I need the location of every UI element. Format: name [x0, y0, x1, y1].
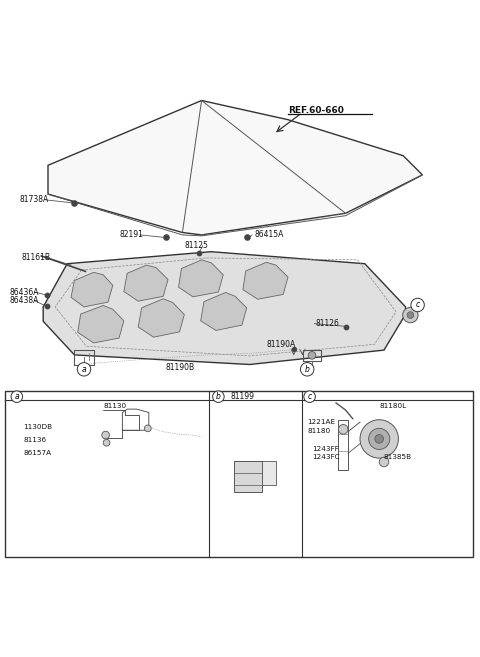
Text: 86157A: 86157A: [23, 450, 51, 457]
Circle shape: [375, 434, 384, 443]
Text: c: c: [416, 300, 420, 309]
Text: 1243FC: 1243FC: [312, 454, 340, 460]
Circle shape: [304, 391, 315, 403]
Point: [71, 198, 78, 208]
Circle shape: [338, 424, 348, 434]
Circle shape: [300, 363, 314, 376]
Text: 81199: 81199: [230, 392, 254, 401]
Text: 86436A: 86436A: [10, 288, 39, 296]
Polygon shape: [124, 265, 168, 301]
Polygon shape: [243, 262, 288, 299]
Point: [243, 232, 251, 242]
Polygon shape: [179, 260, 223, 297]
Circle shape: [213, 391, 224, 403]
Point: [195, 248, 203, 258]
Point: [342, 321, 349, 332]
Text: 81190B: 81190B: [166, 363, 195, 373]
Text: 1130DB: 1130DB: [23, 424, 52, 430]
Circle shape: [411, 298, 424, 311]
Text: 81180: 81180: [307, 428, 330, 434]
Point: [162, 232, 169, 242]
Circle shape: [379, 457, 389, 466]
Text: 81126: 81126: [316, 319, 340, 328]
Text: 81190A: 81190A: [266, 340, 296, 349]
Point: [43, 301, 51, 311]
Text: 1243FF: 1243FF: [312, 447, 339, 453]
Polygon shape: [71, 273, 113, 307]
Point: [43, 290, 51, 300]
Text: 81385B: 81385B: [384, 454, 412, 460]
Text: 86415A: 86415A: [254, 231, 284, 239]
Circle shape: [103, 440, 110, 446]
Circle shape: [308, 351, 316, 359]
FancyBboxPatch shape: [234, 461, 262, 491]
Circle shape: [407, 311, 414, 319]
Polygon shape: [48, 101, 422, 235]
Polygon shape: [78, 306, 124, 343]
Text: 81738A: 81738A: [19, 195, 48, 204]
Text: 81130: 81130: [103, 403, 126, 409]
Text: 1221AE: 1221AE: [307, 419, 336, 425]
Circle shape: [144, 425, 151, 432]
Text: b: b: [305, 365, 310, 374]
Polygon shape: [43, 252, 406, 365]
FancyBboxPatch shape: [262, 461, 276, 484]
Text: b: b: [216, 392, 221, 401]
Text: c: c: [308, 392, 312, 401]
Polygon shape: [201, 292, 247, 330]
Text: 81136: 81136: [23, 437, 46, 443]
Circle shape: [102, 431, 109, 439]
Circle shape: [360, 420, 398, 458]
Polygon shape: [138, 299, 184, 337]
Text: a: a: [14, 392, 19, 401]
Text: 82191: 82191: [120, 231, 144, 239]
Point: [290, 344, 298, 354]
Circle shape: [77, 363, 91, 376]
Text: 81180L: 81180L: [379, 403, 407, 409]
Text: 81161B: 81161B: [22, 253, 50, 262]
Circle shape: [369, 428, 390, 449]
Text: 86438A: 86438A: [10, 296, 39, 305]
Text: 81125: 81125: [185, 241, 209, 250]
Circle shape: [11, 391, 23, 403]
Circle shape: [403, 307, 418, 323]
Text: a: a: [82, 365, 86, 374]
Bar: [5, 391, 473, 556]
Text: REF.60-660: REF.60-660: [288, 106, 344, 114]
